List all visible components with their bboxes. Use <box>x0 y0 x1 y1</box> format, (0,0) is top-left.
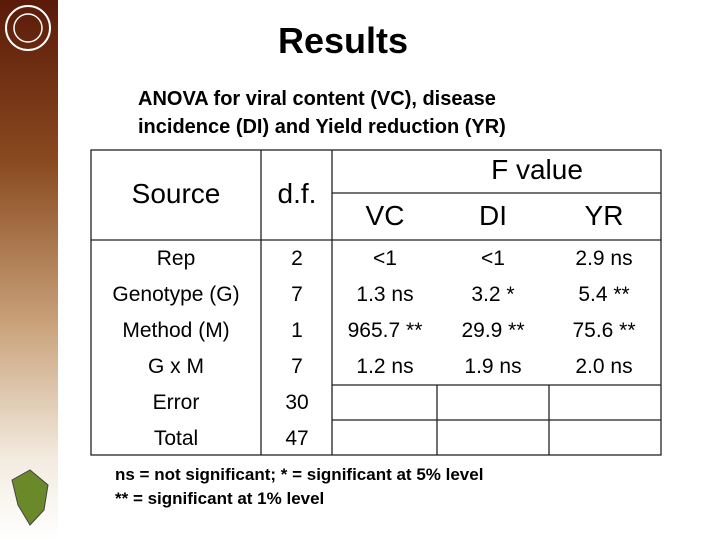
logo <box>5 5 51 51</box>
cell: 965.7 ** <box>347 319 423 342</box>
table-lines <box>90 149 662 456</box>
cell: 7 <box>291 355 303 378</box>
subtitle: ANOVA for viral content (VC), disease <box>138 88 496 110</box>
cell: 30 <box>285 391 309 414</box>
cell: 1 <box>291 319 303 342</box>
header: Source <box>131 178 221 209</box>
title: Results <box>277 20 409 61</box>
cell: 2.9 ns <box>575 247 633 270</box>
cell: Genotype (G) <box>112 283 240 306</box>
header: F value <box>491 154 583 185</box>
cell: Method (M) <box>122 319 230 342</box>
cell: <1 <box>373 247 397 270</box>
cell: G x M <box>148 355 204 378</box>
cell: 1.9 ns <box>464 355 522 378</box>
cell: 47 <box>285 427 309 450</box>
cell: 5.4 ** <box>578 283 630 306</box>
cell: 1.2 ns <box>356 355 414 378</box>
cell: Total <box>153 427 199 450</box>
cell: 75.6 ** <box>572 319 636 342</box>
logo-inner <box>13 13 43 43</box>
header: d.f. <box>277 178 317 209</box>
africa-logo <box>11 469 49 526</box>
subtitle: incidence (DI) and Yield reduction (YR) <box>138 116 506 138</box>
header: DI <box>479 200 507 231</box>
header: VC <box>365 200 405 231</box>
cell: Error <box>152 391 200 414</box>
footnote: ** = significant at 1% level <box>115 489 325 508</box>
cell: 2.0 ns <box>575 355 633 378</box>
cell: 1.3 ns <box>356 283 414 306</box>
cell: 29.9 ** <box>461 319 525 342</box>
sidebar <box>0 0 58 540</box>
header: YR <box>584 200 624 231</box>
cell: 3.2 * <box>471 283 515 306</box>
cell: Rep <box>156 247 196 270</box>
cell: <1 <box>481 247 505 270</box>
footnote: ns = not significant; * = significant at… <box>115 465 484 484</box>
cell: 7 <box>291 283 303 306</box>
cell: 2 <box>291 247 303 270</box>
